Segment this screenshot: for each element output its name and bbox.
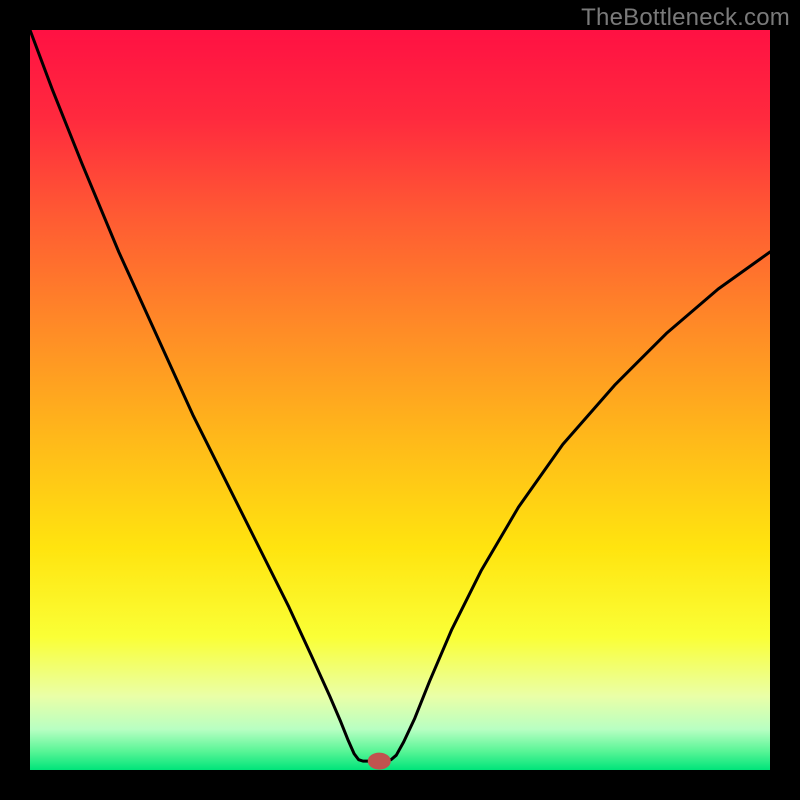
plot-background: [30, 30, 770, 770]
optimal-point-marker: [368, 753, 390, 769]
bottleneck-chart: [0, 0, 800, 800]
watermark-text: TheBottleneck.com: [581, 4, 790, 32]
chart-stage: TheBottleneck.com: [0, 0, 800, 800]
